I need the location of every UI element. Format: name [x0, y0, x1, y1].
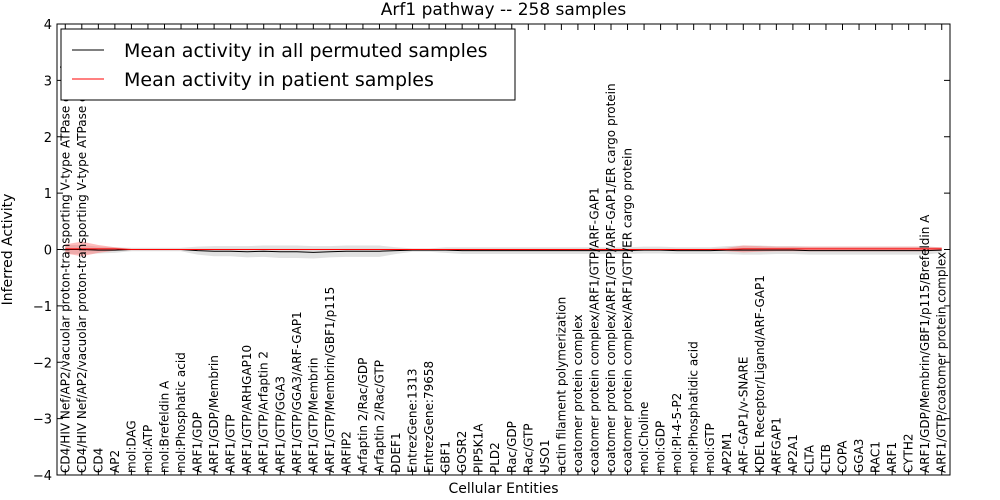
- x-tick-label: PLD2: [488, 442, 502, 473]
- x-tick-label: mol:PI-4-5-P2: [670, 393, 684, 473]
- x-tick-label: ARF-GAP1/v-SNARE: [736, 357, 750, 473]
- y-tick-label: 1: [44, 187, 52, 202]
- x-axis-title: Cellular Entities: [448, 481, 558, 497]
- x-tick-label: ARF1/GDP: [191, 412, 205, 473]
- x-tick-label: coatomer protein complex/ARF1/GTP/ARF-GA…: [604, 83, 618, 473]
- plot-frame: [56, 23, 951, 476]
- x-tick-label: CD4/HIV Nef/AP2/vacuolar proton-transpor…: [75, 51, 89, 473]
- y-axis: −4 −3 −2 −1 0 1 2 3 4: [33, 18, 950, 484]
- x-tick-label: CLTB: [819, 444, 833, 473]
- x-tick-label: KDEL Receptor/Ligand/ARF-GAP1: [753, 275, 767, 473]
- x-tick-label: CLTA: [802, 444, 816, 473]
- x-tick-label: USO1: [538, 440, 552, 473]
- x-tick-label: ARF1/GTP: [224, 414, 238, 473]
- x-tick-label: ARF1/GTP/Membrin: [306, 357, 320, 473]
- x-tick-label: AP2A1: [786, 434, 800, 473]
- x-tick-label: ARF1/GDP/Membrin/GBF1/p115/Brefeldin A: [918, 214, 932, 473]
- x-tick-label: ARF1/GTP/Arfaptin 2: [257, 351, 271, 473]
- x-tick-label: ARF1/GTP/GGA3/ARF-GAP1: [290, 311, 304, 473]
- series-band-0: [65, 244, 942, 259]
- x-tick-label: RAC1: [869, 441, 883, 473]
- y-tick-label: −1: [33, 300, 52, 315]
- x-tick-label: mol:DAG: [124, 420, 138, 473]
- y-tick-label: −3: [33, 413, 52, 428]
- x-tick-label: EntrezGene:79658: [422, 361, 436, 473]
- confidence-bands: [65, 241, 942, 259]
- x-tick-label: ARF1/GTP/GGA3: [273, 376, 287, 473]
- series-lines: [65, 248, 942, 253]
- series-line-1: [65, 248, 942, 250]
- y-tick-label: 2: [44, 131, 52, 146]
- x-tick-label: Rac/GDP: [505, 421, 519, 473]
- x-tick-label: mol:Choline: [637, 402, 651, 473]
- legend: Mean activity in all permuted samples Mea…: [60, 28, 516, 101]
- x-tick-label: ARF1/GTP/coatomer protein complex: [935, 252, 949, 473]
- series-band-1: [65, 241, 942, 257]
- x-tick-label: Arfaptin 2/Rac/GDP: [356, 358, 370, 473]
- x-tick-label: CD4: [91, 448, 105, 473]
- y-tick-label: −4: [33, 469, 52, 484]
- x-tick-label: PIP5K1A: [472, 423, 486, 473]
- x-tick-label: mol:Phosphatidic acid: [687, 341, 701, 473]
- x-tick-label: ARFGAP1: [769, 417, 783, 473]
- x-axis: CD4/HIV Nef/AP2/vacuolar proton-transpor…: [58, 24, 949, 475]
- x-tick-label: Arfaptin 2/Rac/GTP: [372, 360, 386, 473]
- x-tick-label: ARF1/GTP/ARHGAP10: [240, 345, 254, 473]
- chart-title: Arf1 pathway -- 258 samples: [381, 0, 627, 20]
- x-tick-label: ARF1/GTP/Membrin/GBF1/p115: [323, 287, 337, 473]
- legend-label-0: Mean activity in all permuted samples: [124, 40, 487, 62]
- x-tick-label: coatomer protein complex/ARF1/GTP/ARF-GA…: [587, 187, 601, 473]
- y-tick-label: 4: [44, 18, 52, 33]
- x-tick-label: DDEF1: [389, 432, 403, 473]
- x-tick-label: GOSR2: [455, 431, 469, 473]
- y-tick-label: −2: [33, 356, 52, 371]
- x-tick-label: mol:ATP: [141, 425, 155, 473]
- x-tick-label: coatomer protein complex: [571, 315, 585, 473]
- y-tick-label: 0: [44, 244, 52, 259]
- y-tick-label: 3: [44, 74, 52, 89]
- x-tick-label: ARF1: [885, 442, 899, 473]
- x-tick-label: AP2: [108, 450, 122, 473]
- x-tick-label: COPA: [836, 440, 850, 473]
- y-axis-title: Inferred Activity: [0, 194, 16, 306]
- x-tick-label: actin filament polymerization: [554, 297, 568, 473]
- x-tick-label: mol:GDP: [654, 421, 668, 473]
- x-tick-label: mol:GTP: [703, 423, 717, 473]
- legend-label-1: Mean activity in patient samples: [124, 69, 434, 91]
- x-tick-label: CYTH2: [902, 434, 916, 474]
- x-tick-label: coatomer protein complex/ARF1/GTP/ER car…: [621, 148, 635, 473]
- x-tick-label: GGA3: [852, 439, 866, 473]
- x-tick-label: CD4/HIV Nef/AP2/vacuolar proton-transpor…: [58, 51, 72, 473]
- x-tick-label: ARF1/GDP/Membrin: [207, 355, 221, 473]
- x-tick-label: ARFIP2: [339, 431, 353, 473]
- x-tick-label: mol:Phosphatic acid: [174, 352, 188, 473]
- x-tick-label: mol:Brefeldin A: [157, 380, 171, 473]
- x-tick-label: EntrezGene:1313: [406, 369, 420, 474]
- x-tick-label: GBF1: [439, 441, 453, 473]
- x-tick-label: AP2M1: [720, 432, 734, 473]
- series-line-0: [65, 249, 942, 253]
- legend-box: [60, 28, 516, 101]
- x-tick-label: Rac/GTP: [521, 423, 535, 473]
